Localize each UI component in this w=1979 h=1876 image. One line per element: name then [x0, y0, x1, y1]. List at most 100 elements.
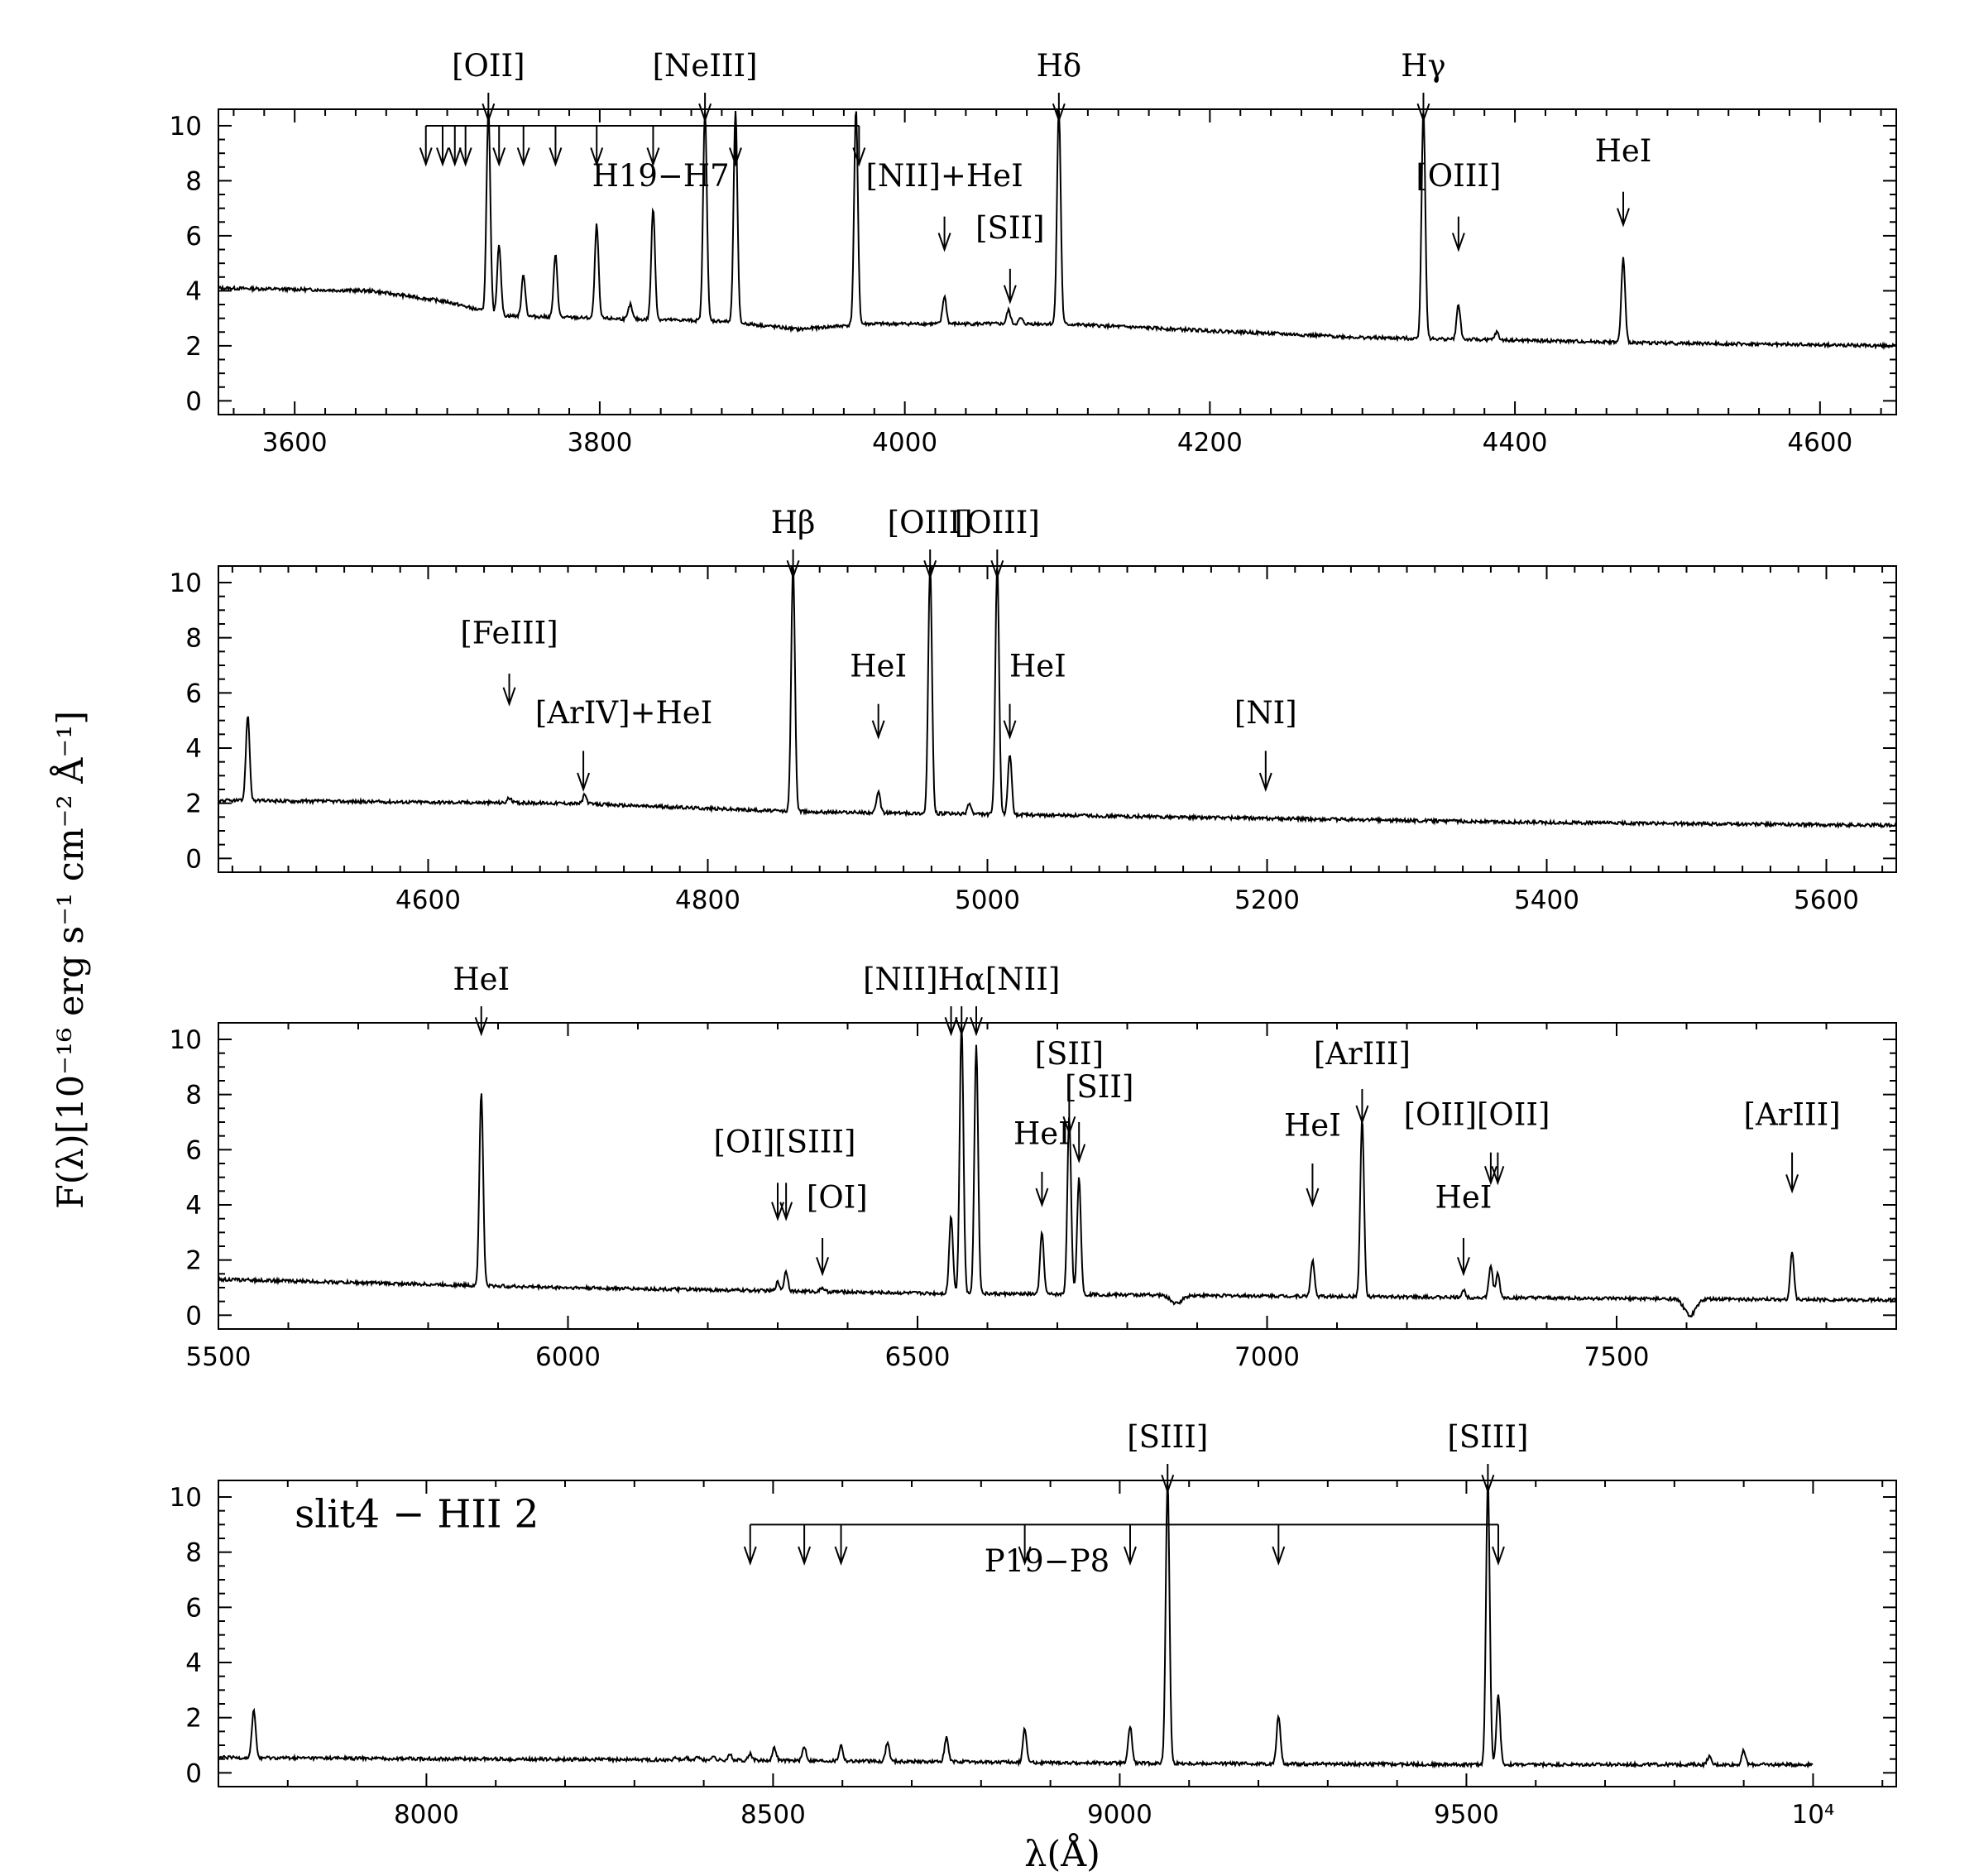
y-tick-label: 0: [185, 386, 202, 416]
annotation-arrowhead: [502, 687, 516, 707]
y-tick-label: 6: [185, 222, 202, 252]
x-tick-label: 4600: [1787, 428, 1852, 458]
line-label: Hγ: [1401, 48, 1445, 84]
spectrum-trace: [218, 567, 1897, 829]
x-tick-label: 7000: [1234, 1342, 1300, 1372]
annotation-arrowhead: [1481, 1474, 1495, 1495]
line-label: [NII]Hα[NII]: [863, 962, 1060, 997]
line-label: [SIII]: [1127, 1419, 1208, 1455]
line-label: [ArIII]: [1744, 1096, 1841, 1132]
y-tick-label: 10: [170, 1483, 202, 1513]
x-tick-label: 4800: [675, 885, 740, 915]
x-tick-label: 6000: [535, 1342, 601, 1372]
x-axis-label: λ(Å): [1024, 1833, 1100, 1872]
y-tick-label: 8: [185, 1081, 202, 1111]
x-tick-label: 5500: [186, 1342, 252, 1372]
x-tick-label: 9500: [1434, 1800, 1499, 1830]
line-label: [NI]: [1234, 695, 1297, 731]
annotation-arrowhead: [590, 147, 604, 167]
line-label: HeI: [1013, 1116, 1071, 1152]
spectrum-trace: [218, 1024, 1897, 1318]
x-tick-label: 4000: [872, 428, 937, 458]
line-label: [OIII]: [888, 505, 973, 540]
annotation-arrowhead: [729, 147, 742, 167]
annotation-arrowhead: [779, 1202, 793, 1221]
annotation-arrowhead: [549, 147, 563, 167]
line-label: [FeIII]: [460, 615, 558, 650]
x-tick-label: 3800: [567, 428, 632, 458]
annotation-arrowhead: [516, 147, 530, 167]
annotation-arrowhead: [786, 560, 800, 580]
annotation-arrowhead: [1003, 720, 1017, 740]
y-tick-label: 8: [185, 1538, 202, 1568]
line-label: [ArIII]: [1314, 1036, 1411, 1072]
spectrum-trace: [218, 110, 1897, 351]
y-tick-label: 2: [185, 1704, 202, 1734]
x-tick-label: 8000: [394, 1800, 459, 1830]
y-tick-label: 2: [185, 332, 202, 362]
annotation-arrowhead: [482, 103, 496, 123]
line-label: [SII]: [975, 210, 1044, 246]
annotation-arrowhead: [990, 560, 1004, 580]
annotation-arrowhead: [1003, 285, 1017, 305]
panel-1: 3600 3800 4000 4200 4400 4600 0 2 4 6 8 10 [OII] [NeI…: [170, 48, 1897, 458]
annotation-arrowhead: [1451, 233, 1465, 252]
line-label: [OI][SIII]: [714, 1125, 856, 1160]
annotation-arrowhead: [852, 147, 866, 167]
line-label: HeI: [1435, 1179, 1493, 1215]
y-tick-label: 4: [185, 1191, 202, 1221]
y-tick-label: 2: [185, 789, 202, 819]
annotation-arrowhead: [923, 560, 937, 580]
annotation-arrowhead: [458, 147, 472, 167]
line-label: [ArIV]+HeI: [535, 695, 712, 731]
line-label: Hδ: [1037, 48, 1082, 84]
y-tick-label: 10: [170, 112, 202, 142]
x-tick-label: 5200: [1234, 885, 1300, 915]
annotation-arrowhead: [1052, 103, 1066, 123]
x-tick-label: 4400: [1483, 428, 1548, 458]
annotation-arrowhead: [436, 147, 449, 167]
y-tick-label: 4: [185, 1648, 202, 1678]
x-tick-label: 9000: [1087, 1800, 1152, 1830]
annotation-arrowhead: [474, 1016, 488, 1037]
line-label: [SII]: [1065, 1069, 1133, 1105]
x-tick-label: 4200: [1177, 428, 1243, 458]
series-label: P19−P8: [985, 1543, 1109, 1579]
annotation-arrowhead: [419, 147, 433, 167]
line-label: [OII]: [452, 48, 525, 84]
annotation-arrowhead: [646, 147, 660, 167]
panel-frame: [218, 565, 1897, 873]
line-label: [NeIII]: [653, 48, 758, 84]
x-tick-label: 4600: [395, 885, 461, 915]
line-label: HeI: [1009, 648, 1066, 684]
x-tick-label: 5000: [955, 885, 1020, 915]
x-tick-label: 3600: [262, 428, 328, 458]
y-tick-label: 0: [185, 844, 202, 874]
y-tick-label: 0: [185, 1301, 202, 1331]
annotation-arrowhead: [743, 1546, 757, 1567]
annotation-arrowhead: [1617, 208, 1630, 228]
annotation-arrowhead: [937, 233, 951, 252]
y-tick-label: 4: [185, 734, 202, 764]
x-tick-label: 5400: [1514, 885, 1579, 915]
y-tick-label: 6: [185, 1135, 202, 1165]
annotation-arrowhead: [1124, 1546, 1137, 1567]
line-label: [OI]: [807, 1179, 868, 1215]
series-label: H19−H7: [592, 158, 730, 194]
annotation-arrowhead: [1416, 103, 1430, 123]
annotation-arrowhead: [970, 1016, 983, 1037]
panel-label: slit4 − HII 2: [295, 1492, 539, 1538]
annotation-arrowhead: [834, 1546, 848, 1567]
x-tick-label: 10⁴: [1792, 1800, 1835, 1830]
line-label: [SIII]: [1447, 1419, 1528, 1455]
annotation-arrowhead: [944, 1016, 958, 1037]
annotation-arrowhead: [1785, 1173, 1799, 1194]
annotation-arrowhead: [1491, 1165, 1505, 1186]
annotation-arrowhead: [1062, 1116, 1076, 1136]
annotation-arrowhead: [577, 772, 591, 793]
x-tick-label: 5600: [1794, 885, 1859, 915]
line-label: HeI: [1595, 133, 1652, 169]
annotation-arrowhead: [871, 720, 885, 740]
